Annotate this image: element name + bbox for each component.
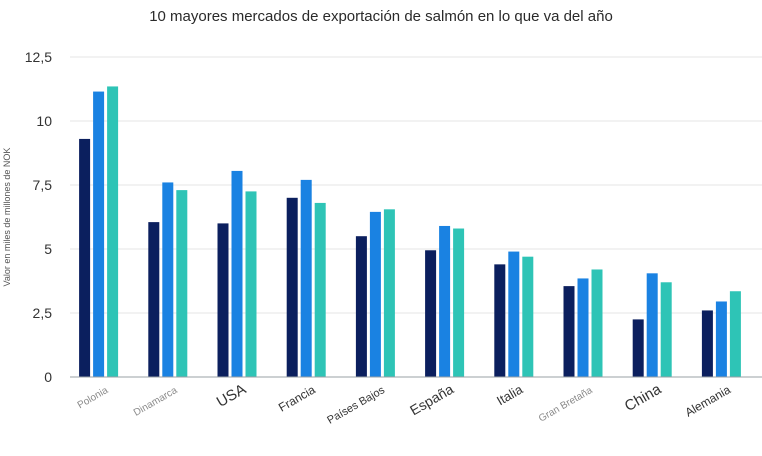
- bar: [231, 170, 243, 377]
- bar: [314, 202, 326, 377]
- bar: [577, 278, 589, 377]
- bar: [245, 191, 257, 377]
- bar: [660, 282, 672, 377]
- bar: [701, 310, 713, 377]
- bar: [439, 225, 451, 377]
- x-tick-label: Francia: [276, 382, 318, 414]
- y-tick-label: 0: [44, 369, 52, 385]
- y-tick-label: 2,5: [33, 305, 53, 321]
- x-tick-label: Alemania: [683, 382, 734, 419]
- bar: [162, 182, 174, 377]
- bar: [646, 273, 658, 377]
- bar: [93, 91, 105, 377]
- bar: [494, 264, 506, 377]
- bar: [715, 301, 727, 377]
- bar: [355, 236, 367, 377]
- x-tick-label: Italia: [494, 381, 526, 408]
- bar: [107, 86, 119, 377]
- bar: [369, 211, 381, 377]
- bar: [563, 286, 575, 377]
- bar: [632, 319, 644, 377]
- bar: [591, 269, 603, 377]
- bar: [508, 251, 520, 377]
- x-tick-label: Gran Bretaña: [537, 385, 595, 425]
- bar: [286, 197, 298, 377]
- x-tick-label: China: [622, 380, 665, 415]
- bar: [300, 179, 312, 377]
- bar: [383, 209, 395, 377]
- y-axis-label: Valor en miles de millones de NOK: [2, 148, 12, 287]
- bar: [729, 291, 741, 377]
- bar: [176, 190, 188, 377]
- chart-title: 10 mayores mercados de exportación de sa…: [149, 8, 613, 25]
- y-tick-label: 5: [44, 241, 52, 257]
- bar: [425, 250, 437, 377]
- bar: [148, 222, 160, 377]
- x-tick-label: Polonia: [76, 385, 111, 411]
- x-tick-label: Dinamarca: [132, 385, 180, 419]
- bar: [522, 256, 534, 377]
- bar: [79, 138, 91, 377]
- bar: [217, 223, 229, 377]
- y-tick-label: 10: [36, 113, 52, 129]
- grid-lines: [70, 56, 762, 314]
- x-tick-label: Países Bajos: [325, 384, 387, 427]
- x-tick-label: España: [407, 381, 456, 419]
- y-tick-label: 7,5: [33, 177, 53, 193]
- bar: [453, 228, 465, 377]
- bars-group: [79, 86, 741, 377]
- x-tick-label: USA: [214, 381, 249, 411]
- y-tick-label: 12,5: [25, 49, 52, 65]
